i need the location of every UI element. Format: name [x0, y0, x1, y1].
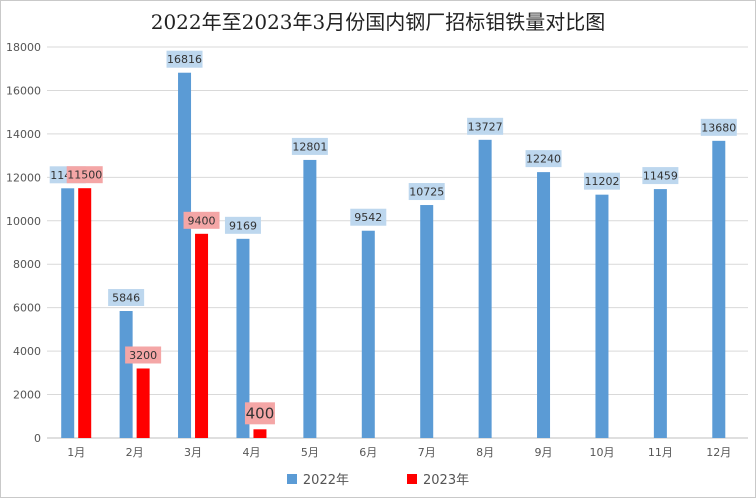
data-label-2022: 12801 [292, 140, 327, 153]
data-label-bg-2022 [108, 289, 145, 307]
bar-2022 [303, 159, 317, 438]
data-label-2022: 11459 [643, 170, 678, 183]
bar-2023 [136, 368, 150, 438]
y-tick-label: 0 [34, 432, 41, 445]
bar-2022 [653, 189, 667, 438]
bar-2022 [595, 194, 609, 438]
x-tick-label: 9月 [535, 446, 553, 459]
y-tick-label: 10000 [6, 215, 41, 228]
data-label-2022: 9542 [354, 211, 382, 224]
data-label-bg-2023 [244, 402, 275, 425]
bar-2022 [537, 172, 551, 438]
data-label-bg-2022 [583, 172, 620, 190]
y-tick-label: 8000 [13, 258, 41, 271]
data-label-bg-2023 [125, 346, 162, 364]
data-label-bg-2022 [350, 208, 387, 226]
data-label-2023: 3200 [129, 349, 157, 362]
legend-label: 2023年 [423, 473, 470, 488]
data-label-2022: 11202 [584, 175, 619, 188]
data-label-2022: 12240 [526, 153, 561, 166]
legend-swatch [286, 473, 297, 484]
bar-2022 [712, 140, 726, 438]
bar-2023 [78, 188, 92, 438]
x-tick-label: 4月 [242, 446, 260, 459]
data-label-2022: 10725 [409, 186, 444, 199]
data-label-2022: 16816 [167, 53, 202, 66]
bar-2022 [236, 238, 250, 438]
y-tick-label: 12000 [6, 171, 41, 184]
data-label-bg-2022 [166, 50, 203, 68]
data-label-bg-2022 [467, 117, 504, 135]
bar-2023 [195, 233, 209, 438]
data-label-bg-2022 [291, 137, 328, 155]
y-tick-label: 16000 [6, 84, 41, 97]
x-tick-label: 10月 [589, 446, 614, 459]
x-tick-label: 12月 [706, 446, 731, 459]
bar-2022 [361, 230, 375, 438]
data-label-2023: 400 [246, 405, 275, 423]
data-label-2023: 9400 [188, 214, 216, 227]
y-tick-label: 4000 [13, 345, 41, 358]
chart-title: 2022年至2023年3月份国内钢厂招标钼铁量对比图 [150, 10, 606, 34]
data-label-bg-2022 [408, 183, 445, 201]
data-label-bg-2022 [642, 167, 679, 185]
bar-2022 [420, 205, 434, 438]
bar-2022 [119, 311, 133, 438]
x-tick-label: 11月 [648, 446, 673, 459]
x-tick-label: 8月 [476, 446, 494, 459]
data-label-bg-2022 [525, 150, 562, 168]
x-tick-label: 1月 [67, 446, 85, 459]
data-label-bg-2023 [66, 166, 103, 184]
data-label-2023: 11500 [67, 169, 102, 182]
x-tick-label: 3月 [184, 446, 202, 459]
data-label-2022: 13727 [468, 120, 503, 133]
bar-2022 [478, 139, 492, 438]
x-tick-label: 7月 [418, 446, 436, 459]
legend-swatch [407, 473, 417, 484]
x-tick-label: 6月 [359, 446, 377, 459]
y-tick-label: 6000 [13, 302, 41, 315]
chart-legend: 2022年 2023年 [0, 469, 756, 488]
x-tick-label: 5月 [301, 446, 319, 459]
data-label-bg-2022 [700, 118, 737, 136]
data-label-2022: 5846 [112, 292, 140, 305]
data-label-2022: 9169 [229, 219, 257, 232]
bar-2023 [253, 429, 267, 438]
data-label-2022: 13680 [701, 121, 736, 134]
y-tick-label: 14000 [6, 128, 41, 141]
y-tick-label: 18000 [6, 41, 41, 54]
legend-label: 2022年 [302, 473, 349, 488]
legend-item: 2022年 [286, 469, 349, 488]
bar-2022 [178, 72, 192, 438]
data-label-bg-2022 [224, 216, 261, 234]
y-tick-label: 2000 [13, 389, 41, 402]
x-tick-label: 2月 [126, 446, 144, 459]
data-label-bg-2023 [183, 211, 220, 229]
bar-2022 [61, 188, 75, 438]
legend-item: 2023年 [407, 469, 469, 488]
